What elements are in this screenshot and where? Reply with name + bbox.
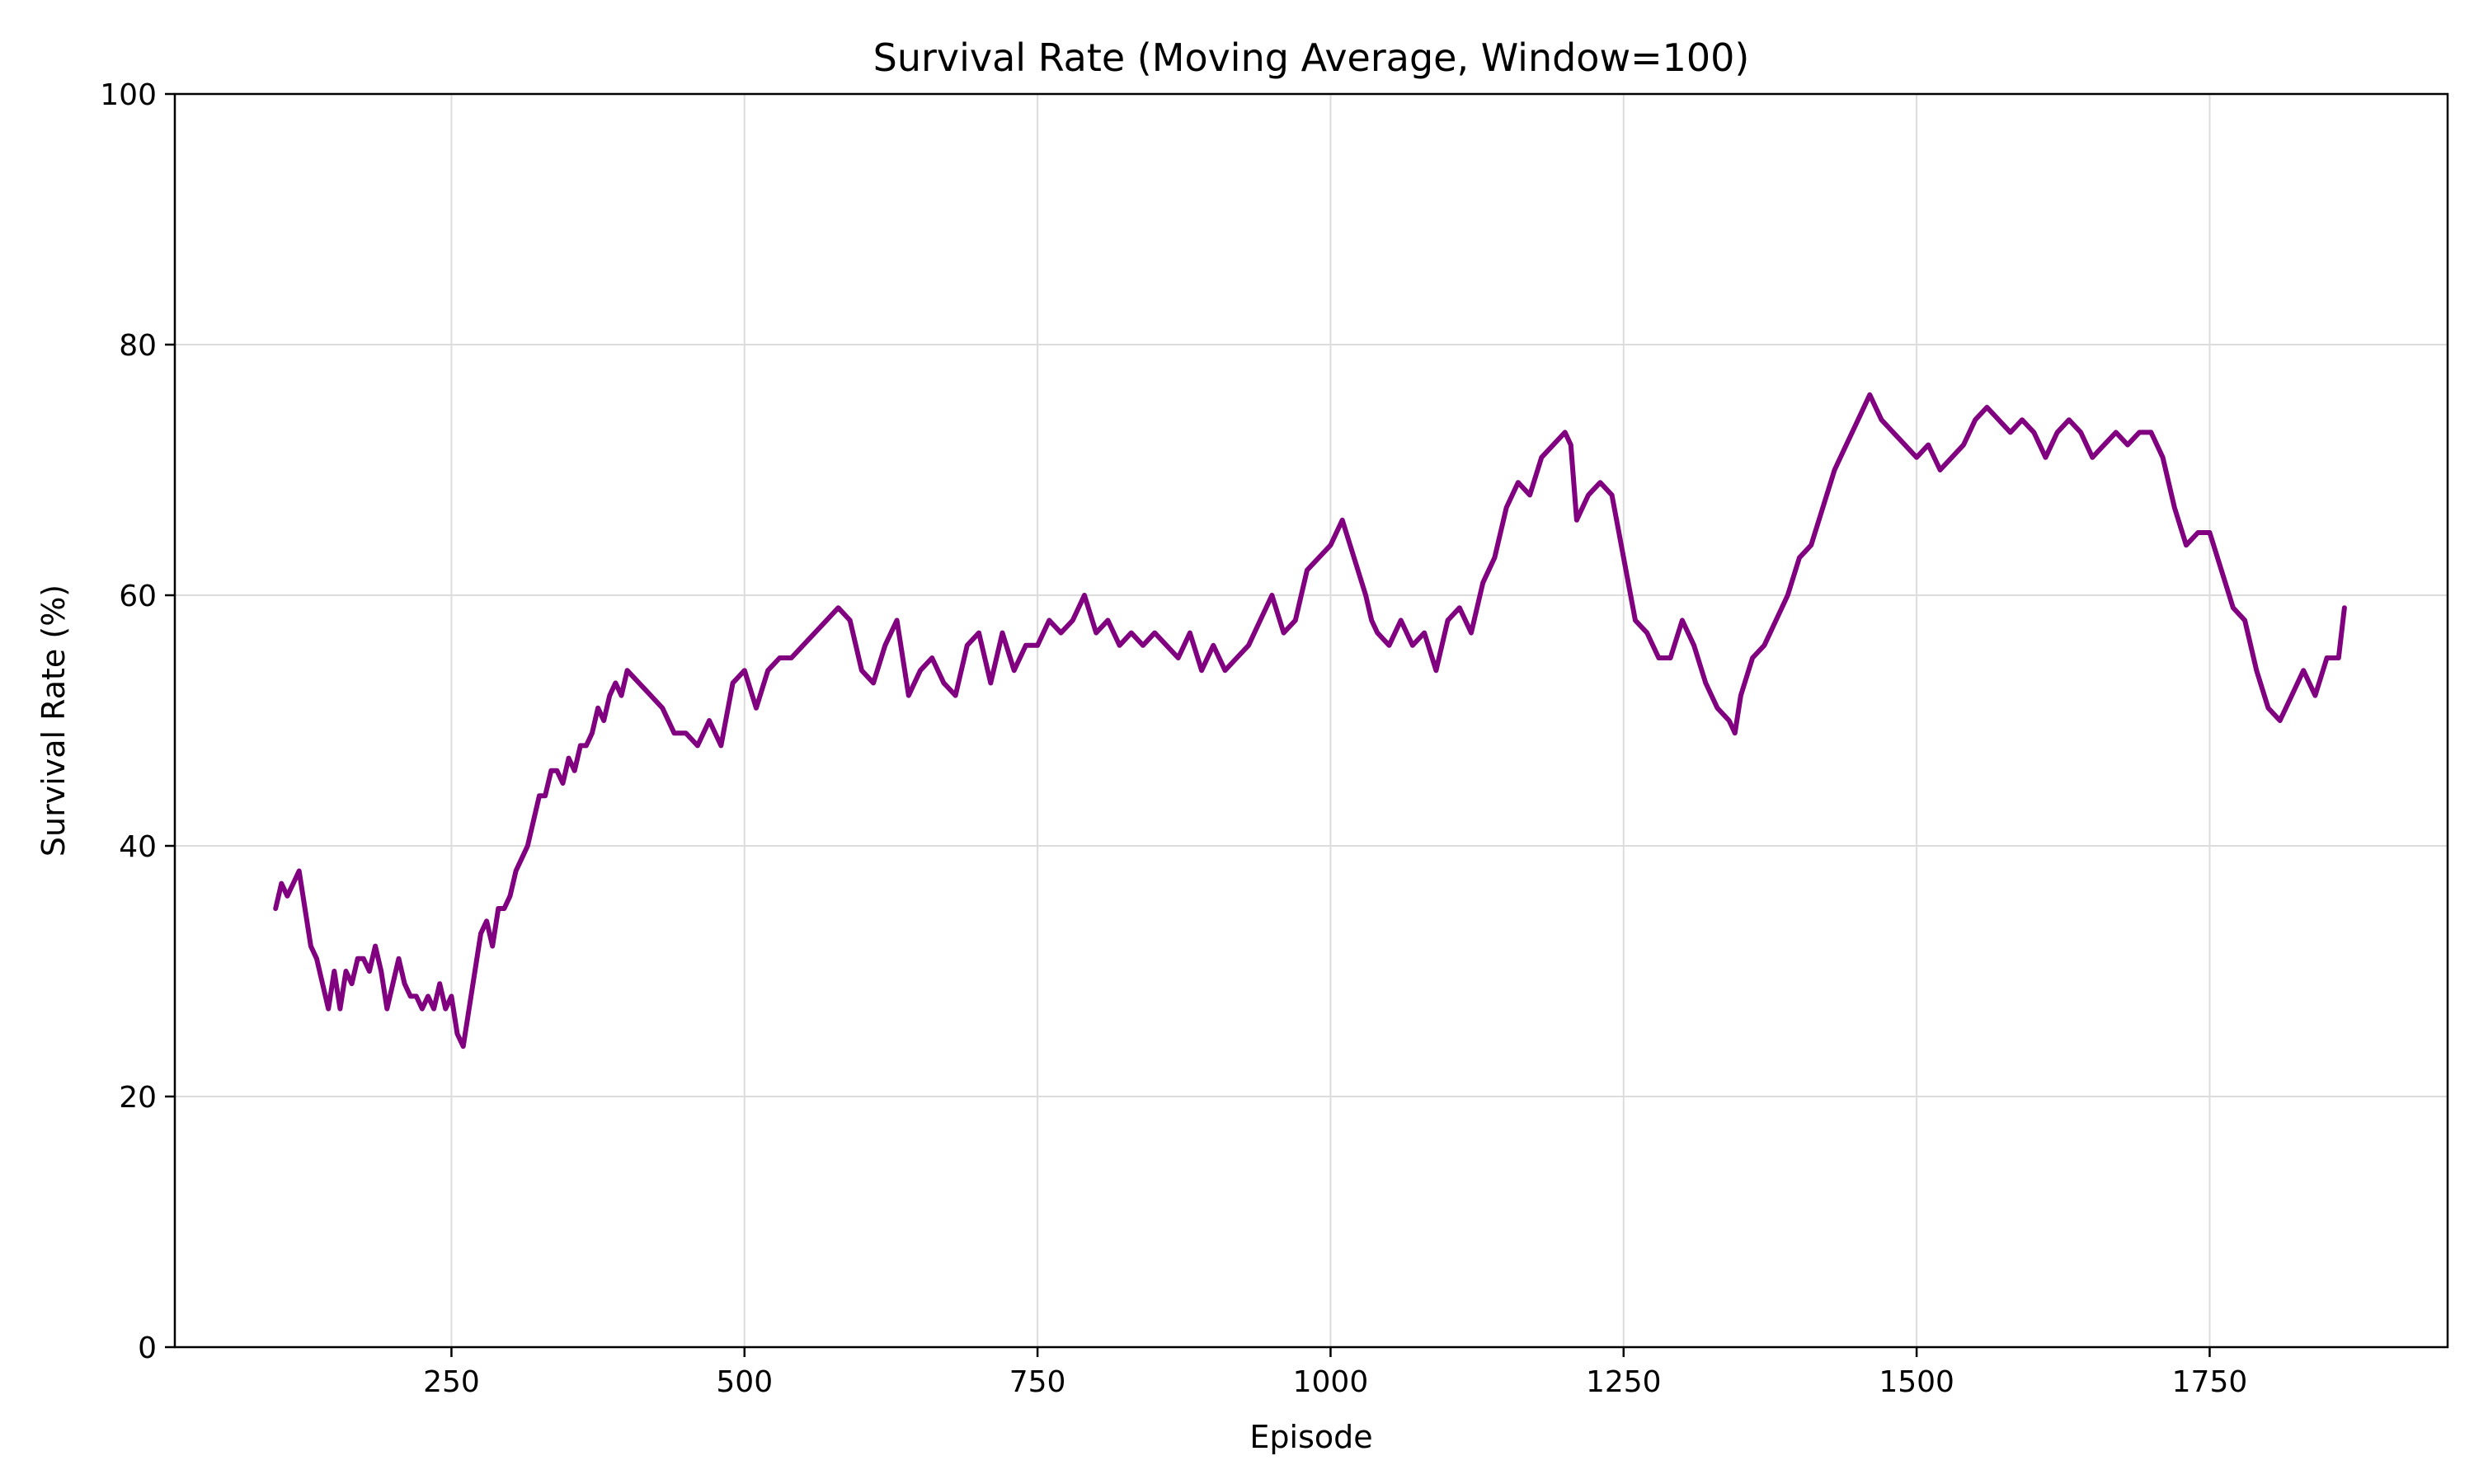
x-tick-label: 1000 (1293, 1365, 1369, 1399)
y-tick-label: 40 (119, 830, 157, 864)
grid (175, 94, 2448, 1347)
y-tick-label: 80 (119, 329, 157, 363)
y-tick-label: 20 (119, 1081, 157, 1115)
series-layer (273, 392, 2347, 1050)
ticks: 250 500 750 1000 1250 1500 1750 0 20 40 60 80 100 (100, 78, 2247, 1399)
x-axis-label: Episode (1249, 1419, 1372, 1455)
x-tick-label: 750 (1009, 1365, 1066, 1399)
series-line (273, 392, 2347, 1050)
x-tick-label: 1750 (2172, 1365, 2248, 1399)
x-tick-label: 500 (716, 1365, 773, 1399)
x-tick-label: 250 (423, 1365, 480, 1399)
y-axis-label: Survival Rate (%) (35, 585, 72, 857)
chart-title: Survival Rate (Moving Average, Window=10… (873, 35, 1750, 80)
y-tick-label: 100 (100, 78, 157, 112)
x-tick-label: 1500 (1879, 1365, 1954, 1399)
y-tick-label: 0 (138, 1331, 157, 1365)
x-tick-label: 1250 (1586, 1365, 1662, 1399)
y-tick-label: 60 (119, 580, 157, 613)
plot-frame (173, 92, 2449, 1349)
